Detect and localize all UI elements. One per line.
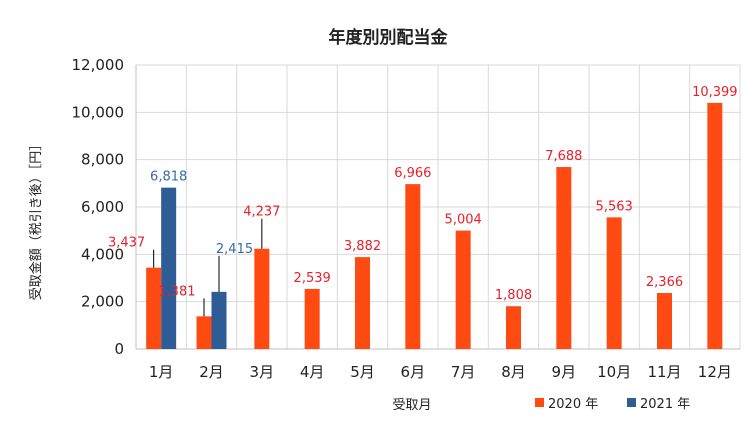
data-label-2020: 2,539: [294, 271, 331, 286]
y-tick-labels: 0 2,000 4,000 6,000 8,000 10,000 12,000: [72, 56, 125, 358]
x-tick-label: 9月: [552, 363, 577, 381]
data-label-2021: 6,818: [150, 170, 187, 185]
x-tick-label: 1月: [149, 363, 174, 381]
y-tick-label: 8,000: [81, 151, 124, 169]
data-label-2020: 5,004: [445, 213, 482, 228]
x-tick-label: 7月: [451, 363, 476, 381]
y-axis-title: 受取金額（税引き後）［円］: [28, 138, 44, 301]
x-tick-labels: 1月 2月 3月 4月 5月 6月 7月 8月 9月 10月 11月 12月: [149, 363, 732, 381]
data-label-2020: 6,966: [394, 166, 431, 181]
y-tick-label: 0: [114, 340, 124, 358]
x-tick-label: 2月: [199, 363, 224, 381]
data-label-2020: 3,437: [108, 236, 145, 251]
data-label-2020: 10,399: [692, 85, 738, 100]
bar-2020: [606, 217, 622, 349]
bar-2020: [196, 316, 212, 349]
chart-title: 年度別別配当金: [329, 27, 449, 48]
grid-layer: [135, 64, 741, 350]
bar-2020: [455, 230, 471, 349]
leader-layer: [153, 218, 263, 317]
bar-2021: [211, 291, 227, 349]
bar-2020: [405, 184, 421, 349]
data-label-2020: 3,882: [344, 239, 381, 254]
bar-layer: [146, 102, 723, 349]
bar-2020: [556, 167, 572, 349]
bar-2020: [657, 293, 672, 349]
x-tick-label: 11月: [647, 363, 681, 381]
bar-2020: [355, 257, 370, 349]
x-tick-label: 10月: [597, 363, 631, 381]
bar-2020: [304, 288, 320, 349]
data-label-2020: 1,808: [495, 288, 532, 303]
y-tick-label: 10,000: [72, 103, 125, 121]
legend-swatch: [535, 398, 544, 407]
x-tick-label: 12月: [698, 363, 732, 381]
bar-2021: [161, 187, 177, 349]
bar-2020: [506, 306, 521, 349]
x-tick-label: 4月: [300, 363, 325, 381]
label-layer: 3,437 6,818 1,381 2,415 4,237 2,539 3,882 6,966…: [108, 85, 738, 303]
data-label-2021: 2,415: [216, 242, 253, 257]
y-tick-label: 2,000: [81, 293, 124, 311]
legend-label: 2020 年: [548, 397, 598, 412]
data-label-2020: 2,366: [646, 275, 683, 290]
x-tick-label: 6月: [401, 363, 426, 381]
legend-label: 2021 年: [640, 397, 690, 412]
legend: 2020 年 2021 年: [535, 397, 690, 412]
data-label-2020: 5,563: [596, 199, 633, 214]
x-tick-label: 8月: [501, 363, 526, 381]
y-tick-label: 12,000: [72, 56, 125, 74]
data-label-2020: 4,237: [243, 205, 280, 220]
legend-swatch: [627, 398, 636, 407]
bar-2020: [254, 248, 270, 349]
bar-2020: [146, 267, 162, 349]
y-tick-label: 6,000: [81, 198, 124, 216]
x-tick-label: 3月: [250, 363, 275, 381]
data-label-2020: 1,381: [158, 284, 195, 299]
y-tick-label: 4,000: [81, 245, 124, 263]
x-axis-title: 受取月: [392, 398, 431, 413]
data-label-2020: 7,688: [545, 149, 582, 164]
x-tick-label: 5月: [350, 363, 375, 381]
bar-2020: [707, 102, 723, 349]
